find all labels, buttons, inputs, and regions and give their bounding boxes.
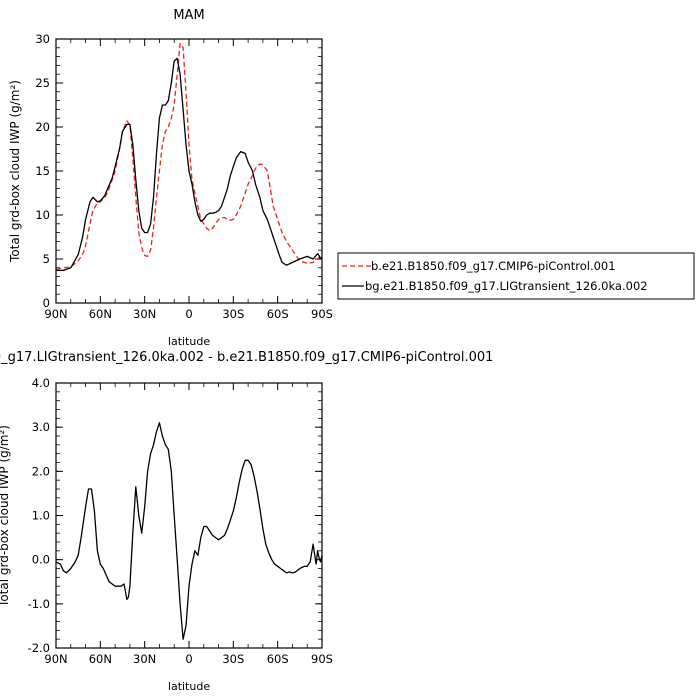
- bottom-y-axis-label: Total grd-box cloud IWP (g/m²): [0, 425, 11, 608]
- top-x-tick-label: 30N: [133, 307, 156, 321]
- top-y-tick-label: 20: [35, 120, 50, 134]
- top-y-tick-label: 25: [35, 76, 50, 90]
- legend-label-control: b.e21.B1850.f09_g17.CMIP6-piControl.001: [371, 259, 616, 273]
- bottom-plot-frame: [55, 382, 323, 649]
- top-series-line-1: [55, 42, 323, 271]
- top-x-tick-label: 90N: [44, 307, 67, 321]
- bottom-x-tick-label: 60N: [89, 652, 112, 666]
- bottom-x-tick-label: 90S: [311, 652, 333, 666]
- top-y-tick-label: 10: [35, 208, 50, 222]
- legend-box: [337, 252, 695, 300]
- bottom-x-axis-label: latitude: [168, 680, 210, 693]
- top-y-tick-label: 5: [43, 252, 50, 266]
- bottom-x-tick-label: 30N: [133, 652, 156, 666]
- bottom-y-tick-label: 3.0: [32, 420, 50, 434]
- top-y-axis-label: Total grd-box cloud IWP (g/m²): [8, 80, 22, 263]
- legend: b.e21.B1850.f09_g17.CMIP6-piControl.001 …: [337, 252, 695, 300]
- legend-label-transient: bg.e21.B1850.f09_g17.LIGtransient_126.0k…: [365, 279, 648, 293]
- top-series-line-2: [56, 57, 323, 272]
- top-y-tick-label: 30: [35, 32, 50, 46]
- top-x-tick-label: 60N: [89, 307, 112, 321]
- top-y-tick-label: 15: [35, 164, 50, 178]
- bottom-y-tick-label: 4.0: [32, 376, 50, 390]
- top-x-tick-label: 30S: [222, 307, 244, 321]
- bottom-x-tick-label: 90N: [44, 652, 67, 666]
- bottom-x-tick-label: 60S: [267, 652, 289, 666]
- bottom-y-tick-label: -2.0: [28, 641, 50, 655]
- bottom-panel-title: bg.e21.B1850.f09_g17.LIGtransient_126.0k…: [0, 350, 493, 365]
- bottom-y-tick-label: -1.0: [28, 597, 50, 611]
- top-panel-title: MAM: [173, 8, 204, 23]
- bottom-series-line-1: [55, 422, 323, 640]
- top-panel: MAM 90N 60N 30N 0 30S 60S 90S 0 5 10 15 20 25 30 lati…: [8, 8, 333, 348]
- bottom-plot-area: 90N 60N 30N 0 30S 60S 90S -2.0 -1.0 0.0 1.0 2.0 3.0 4…: [28, 376, 333, 666]
- bottom-y-tick-label: 2.0: [32, 464, 50, 478]
- top-y-tick-label: 0: [43, 296, 50, 310]
- top-x-tick-label: 90S: [311, 307, 333, 321]
- top-x-tick-label: 60S: [267, 307, 289, 321]
- top-x-tick-label: 0: [185, 307, 192, 321]
- bottom-x-tick-label: 0: [185, 652, 192, 666]
- top-plot-area: 90N 60N 30N 0 30S 60S 90S 0 5 10 15 20 25 30: [35, 32, 333, 321]
- top-x-axis-label: latitude: [168, 335, 210, 348]
- bottom-panel: bg.e21.B1850.f09_g17.LIGtransient_126.0k…: [0, 350, 493, 693]
- bottom-y-tick-label: 1.0: [32, 509, 50, 523]
- bottom-y-tick-label: 0.0: [32, 553, 50, 567]
- bottom-x-tick-label: 30S: [222, 652, 244, 666]
